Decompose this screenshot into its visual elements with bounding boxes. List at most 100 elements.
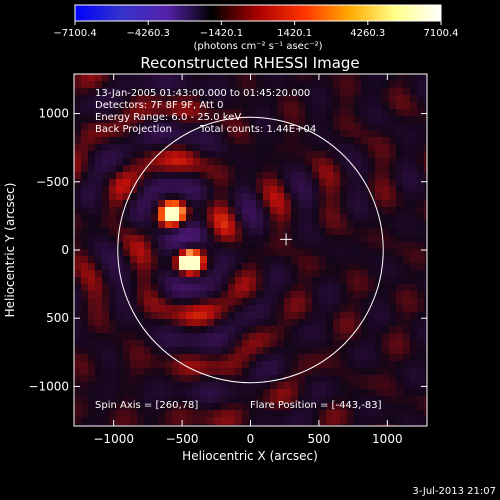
heatmap-cell [354, 396, 362, 404]
heatmap-cell [298, 347, 306, 355]
heatmap-cell [144, 81, 152, 89]
heatmap-cell [368, 326, 376, 334]
heatmap-cell [305, 214, 313, 222]
heatmap-cell [137, 207, 145, 215]
heatmap-cell [291, 347, 299, 355]
heatmap-cell [179, 242, 187, 250]
heatmap-cell [74, 221, 82, 229]
heatmap-cell [284, 242, 292, 250]
heatmap-cell [221, 88, 229, 96]
heatmap-cell [410, 375, 418, 383]
heatmap-cell [389, 277, 397, 285]
heatmap-cell [375, 207, 383, 215]
heatmap-cell [298, 319, 306, 327]
heatmap-cell [165, 144, 173, 152]
heatmap-cell [81, 410, 89, 418]
heatmap-cell [312, 81, 320, 89]
heatmap-cell [375, 123, 383, 131]
heatmap-cell [102, 137, 110, 145]
heatmap-cell [263, 221, 271, 229]
heatmap-cell [361, 396, 369, 404]
heatmap-cell [326, 109, 334, 117]
heatmap-cell [333, 291, 341, 299]
heatmap-cell [242, 396, 250, 404]
heatmap-cell [151, 312, 159, 320]
heatmap-cell [186, 130, 194, 138]
heatmap-cell [417, 375, 425, 383]
heatmap-cell [256, 312, 264, 320]
heatmap-cell [326, 270, 334, 278]
heatmap-cell [326, 123, 334, 131]
heatmap-cell [116, 305, 124, 313]
heatmap-cell [81, 298, 89, 306]
heatmap-cell [95, 116, 103, 124]
heatmap-cell [396, 403, 404, 411]
heatmap-cell [284, 74, 292, 82]
heatmap-cell [305, 396, 313, 404]
heatmap-cell [284, 193, 292, 201]
heatmap-cell [305, 165, 313, 173]
heatmap-cell [242, 305, 250, 313]
heatmap-cell [312, 249, 320, 257]
heatmap-cell [137, 333, 145, 341]
heatmap-cell [249, 410, 257, 418]
heatmap-cell [417, 88, 425, 96]
heatmap-cell [396, 109, 404, 117]
heatmap-cell [172, 116, 180, 124]
heatmap-cell [102, 263, 110, 271]
heatmap-cell [277, 186, 285, 194]
heatmap-cell [389, 130, 397, 138]
heatmap-cell [214, 417, 222, 425]
heatmap-cell [165, 172, 173, 180]
heatmap-cell [165, 305, 173, 313]
heatmap-cell [326, 340, 334, 348]
heatmap-cell [368, 81, 376, 89]
heatmap-cell [375, 179, 383, 187]
heatmap-cell [144, 347, 152, 355]
heatmap-cell [396, 151, 404, 159]
heatmap-cell [396, 298, 404, 306]
heatmap-cell [263, 382, 271, 390]
heatmap-cell [116, 396, 124, 404]
heatmap-cell [368, 403, 376, 411]
heatmap-cell [109, 256, 117, 264]
heatmap-cell [270, 214, 278, 222]
heatmap-cell [291, 214, 299, 222]
heatmap-cell [221, 214, 229, 222]
heatmap-cell [102, 214, 110, 222]
heatmap-cell [291, 74, 299, 82]
heatmap-cell [235, 123, 243, 131]
heatmap-cell [193, 333, 201, 341]
heatmap-cell [403, 207, 411, 215]
heatmap-cell [270, 102, 278, 110]
heatmap-cell [403, 242, 411, 250]
heatmap-cell [158, 123, 166, 131]
heatmap-cell [340, 207, 348, 215]
heatmap-cell [298, 165, 306, 173]
heatmap-cell [186, 291, 194, 299]
heatmap-cell [424, 284, 427, 292]
heatmap-cell [235, 214, 243, 222]
heatmap-cell [207, 340, 215, 348]
heatmap-cell [228, 263, 236, 271]
heatmap-cell [354, 256, 362, 264]
heatmap-cell [277, 116, 285, 124]
heatmap-cell [81, 137, 89, 145]
heatmap-cell [312, 214, 320, 222]
heatmap-cell [256, 221, 264, 229]
heatmap-cell [256, 417, 264, 425]
heatmap-cell [74, 165, 82, 173]
heatmap-cell [95, 200, 103, 208]
heatmap-cell [116, 235, 124, 243]
heatmap-cell [270, 333, 278, 341]
heatmap-cell [130, 361, 138, 369]
heatmap-cell [151, 235, 159, 243]
heatmap-cell [228, 88, 236, 96]
heatmap-cell [116, 382, 124, 390]
heatmap-cell [186, 137, 194, 145]
heatmap-cell [179, 95, 187, 103]
heatmap-cell [382, 123, 390, 131]
heatmap-cell [214, 347, 222, 355]
heatmap-cell [403, 186, 411, 194]
heatmap-cell [305, 326, 313, 334]
